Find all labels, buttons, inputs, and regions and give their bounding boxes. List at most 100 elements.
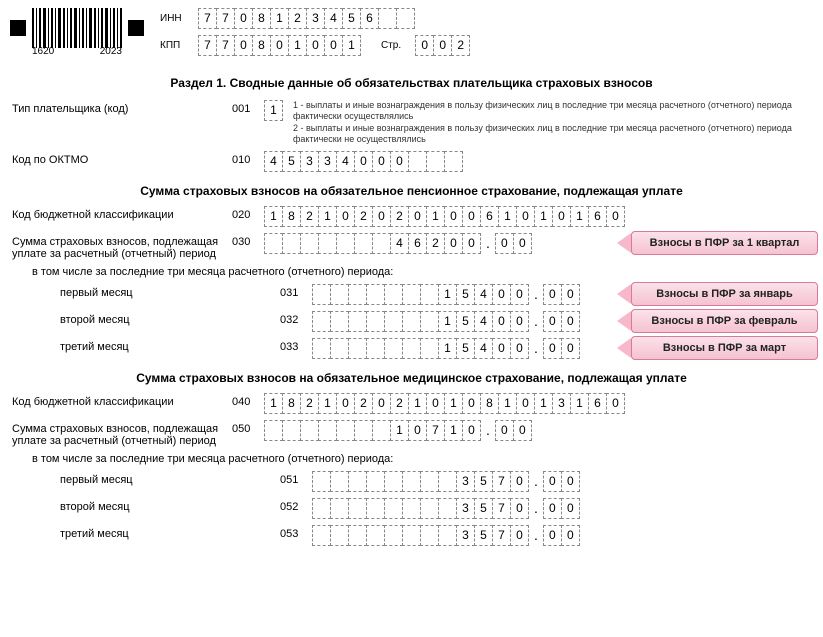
cell: 1 xyxy=(534,206,553,227)
decimal-dot: . xyxy=(531,312,541,331)
cell: 1 xyxy=(498,393,517,414)
cell xyxy=(384,498,403,519)
marker-square-left xyxy=(10,20,26,36)
cell: 1 xyxy=(438,284,457,305)
cell: 0 xyxy=(324,35,343,56)
barcode-num-right: 2023 xyxy=(100,46,122,57)
cell: 1 xyxy=(498,206,517,227)
pension-subtitle: Сумма страховых взносов на обязательное … xyxy=(12,184,811,198)
kbk-pension-num: 020 xyxy=(232,206,264,221)
med-month-num: 051 xyxy=(280,471,312,486)
cell: 0 xyxy=(372,393,391,414)
cell xyxy=(318,233,337,254)
last3-med-label: в том числе за последние три месяца расч… xyxy=(32,453,811,465)
cell xyxy=(402,338,421,359)
cell xyxy=(348,284,367,305)
cell xyxy=(402,498,421,519)
cell xyxy=(348,338,367,359)
cell: 5 xyxy=(474,498,493,519)
cell: 5 xyxy=(456,284,475,305)
cell: 2 xyxy=(300,206,319,227)
cell: 6 xyxy=(408,233,427,254)
cell: 4 xyxy=(336,151,355,172)
barcode-icon xyxy=(32,8,122,48)
cell xyxy=(330,338,349,359)
cell xyxy=(420,471,439,492)
callout-pension-total: Взносы в ПФР за 1 квартал xyxy=(617,231,818,255)
barcode-block: 1620 2023 xyxy=(12,8,142,57)
marker-square-right xyxy=(128,20,144,36)
cell xyxy=(330,284,349,305)
cell: 1 xyxy=(318,206,337,227)
cell xyxy=(312,284,331,305)
cell xyxy=(402,471,421,492)
cell: 0 xyxy=(543,525,562,546)
section1-title: Раздел 1. Сводные данные об обязательств… xyxy=(12,76,811,90)
sum-pension-num: 030 xyxy=(232,233,264,248)
sum-med-dec: 00 xyxy=(495,420,532,441)
kpp-cells: 770801001 xyxy=(198,35,361,56)
cell xyxy=(312,311,331,332)
cell: 0 xyxy=(462,420,481,441)
cell: 6 xyxy=(480,206,499,227)
last3-pension-label: в том числе за последние три месяца расч… xyxy=(32,266,811,278)
cell: 2 xyxy=(390,393,409,414)
cell xyxy=(402,311,421,332)
cell: 7 xyxy=(492,498,511,519)
cell: 3 xyxy=(456,471,475,492)
cell: 5 xyxy=(474,525,493,546)
cell: 0 xyxy=(510,525,529,546)
cell xyxy=(330,311,349,332)
page-label: Стр. xyxy=(381,40,401,51)
cell xyxy=(378,8,397,29)
kbk-med-cells: 18210202101081013160 xyxy=(264,393,625,414)
cell xyxy=(366,471,385,492)
payer-type-num: 001 xyxy=(232,100,264,115)
cell: 7 xyxy=(216,35,235,56)
med-month-label: первый месяц xyxy=(12,471,280,486)
sum-med-int: 10710 xyxy=(264,420,481,441)
cell: 0 xyxy=(543,471,562,492)
cell xyxy=(282,420,301,441)
cell: 2 xyxy=(354,393,373,414)
cell: 3 xyxy=(552,393,571,414)
sum-med-label: Сумма страховых взносов, подлежащая упла… xyxy=(12,420,232,447)
cell: 0 xyxy=(390,151,409,172)
cell: 1 xyxy=(570,393,589,414)
cell: 0 xyxy=(516,206,535,227)
cell: 0 xyxy=(543,498,562,519)
cell xyxy=(348,498,367,519)
cell: 1 xyxy=(318,393,337,414)
barcode-num-left: 1620 xyxy=(32,46,54,57)
cell: 0 xyxy=(234,8,253,29)
cell: 2 xyxy=(390,206,409,227)
cell xyxy=(384,284,403,305)
cell: 7 xyxy=(492,525,511,546)
med-month-dec: 00 xyxy=(543,471,580,492)
payer-type-cells: 1 xyxy=(264,100,283,121)
cell: 0 xyxy=(513,233,532,254)
cell xyxy=(330,498,349,519)
cell xyxy=(402,284,421,305)
cell xyxy=(420,284,439,305)
cell: 7 xyxy=(198,35,217,56)
oktmo-num: 010 xyxy=(232,151,264,166)
callout-pension-m1: Взносы в ПФР за февраль xyxy=(617,309,818,333)
cell xyxy=(444,151,463,172)
cell: 8 xyxy=(282,393,301,414)
oktmo-cells: 45334000 xyxy=(264,151,463,172)
cell: 4 xyxy=(324,8,343,29)
pension-month-dec: 00 xyxy=(543,338,580,359)
cell: 5 xyxy=(282,151,301,172)
cell xyxy=(372,233,391,254)
cell xyxy=(420,498,439,519)
kbk-med-num: 040 xyxy=(232,393,264,408)
cell xyxy=(330,525,349,546)
cell: 0 xyxy=(561,525,580,546)
cell xyxy=(354,233,373,254)
cell: 6 xyxy=(360,8,379,29)
med-month-int: 3570 xyxy=(312,498,529,519)
cell xyxy=(366,498,385,519)
cell xyxy=(354,420,373,441)
pension-month-num: 032 xyxy=(280,311,312,326)
